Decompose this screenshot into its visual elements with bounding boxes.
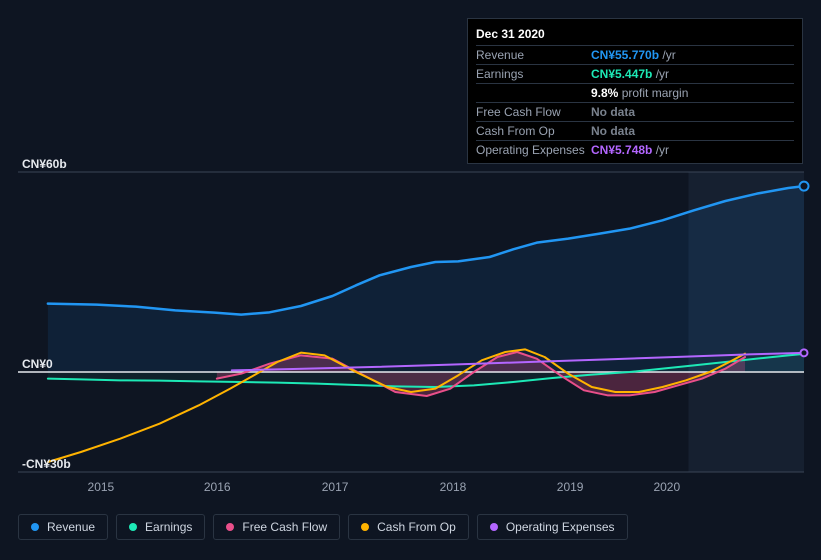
- y-axis-label: -CN¥30b: [22, 457, 71, 471]
- legend-dot-icon: [361, 523, 369, 531]
- tooltip-row: EarningsCN¥5.447b /yr: [476, 65, 794, 84]
- tooltip-row-label: Earnings: [476, 65, 591, 84]
- legend-label: Earnings: [145, 520, 192, 534]
- tooltip-date: Dec 31 2020: [476, 23, 794, 45]
- legend-label: Free Cash Flow: [242, 520, 327, 534]
- legend-item[interactable]: Operating Expenses: [477, 514, 628, 540]
- tooltip-row: Free Cash FlowNo data: [476, 103, 794, 122]
- tooltip-row-label: Revenue: [476, 46, 591, 65]
- legend-item[interactable]: Revenue: [18, 514, 108, 540]
- chart-legend: Revenue Earnings Free Cash Flow Cash From O…: [18, 514, 628, 540]
- legend-dot-icon: [31, 523, 39, 531]
- legend-label: Revenue: [47, 520, 95, 534]
- tooltip-row: Cash From OpNo data: [476, 122, 794, 141]
- tooltip-row: 9.8% profit margin: [476, 84, 794, 103]
- y-axis-label: CN¥60b: [22, 157, 67, 171]
- x-axis-label: 2020: [653, 480, 680, 494]
- legend-dot-icon: [129, 523, 137, 531]
- x-axis-label: 2018: [440, 480, 467, 494]
- tooltip-row-label: Cash From Op: [476, 122, 591, 141]
- tooltip-row-label: Operating Expenses: [476, 141, 591, 160]
- x-axis-label: 2016: [204, 480, 231, 494]
- tooltip-row-value: CN¥55.770b /yr: [591, 46, 794, 65]
- tooltip-row-value: CN¥5.447b /yr: [591, 65, 794, 84]
- legend-dot-icon: [226, 523, 234, 531]
- tooltip-row-value: No data: [591, 103, 794, 122]
- tooltip-row: Operating ExpensesCN¥5.748b /yr: [476, 141, 794, 160]
- tooltip-row-label: Free Cash Flow: [476, 103, 591, 122]
- x-axis-label: 2015: [88, 480, 115, 494]
- x-axis-label: 2019: [557, 480, 584, 494]
- legend-dot-icon: [490, 523, 498, 531]
- tooltip-row-value: 9.8% profit margin: [591, 84, 794, 103]
- chart-tooltip: Dec 31 2020 RevenueCN¥55.770b /yrEarning…: [467, 18, 803, 164]
- legend-label: Operating Expenses: [506, 520, 615, 534]
- tooltip-row: RevenueCN¥55.770b /yr: [476, 46, 794, 65]
- legend-item[interactable]: Earnings: [116, 514, 205, 540]
- tooltip-row-label: [476, 84, 591, 103]
- tooltip-row-value: No data: [591, 122, 794, 141]
- tooltip-table: RevenueCN¥55.770b /yrEarningsCN¥5.447b /…: [476, 45, 794, 159]
- y-axis-label: CN¥0: [22, 357, 53, 371]
- x-axis-label: 2017: [322, 480, 349, 494]
- tooltip-row-value: CN¥5.748b /yr: [591, 141, 794, 160]
- legend-label: Cash From Op: [377, 520, 456, 534]
- legend-item[interactable]: Cash From Op: [348, 514, 469, 540]
- legend-item[interactable]: Free Cash Flow: [213, 514, 340, 540]
